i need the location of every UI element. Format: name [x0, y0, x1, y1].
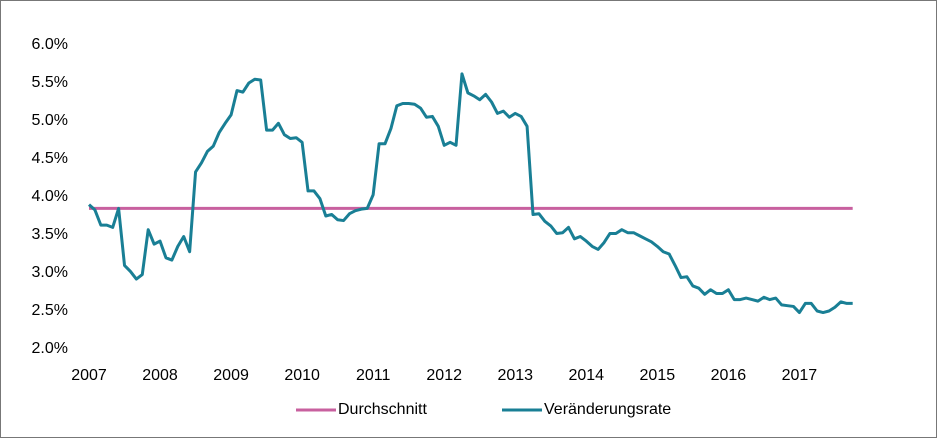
y-tick-label: 4.0%: [32, 188, 68, 205]
y-tick-label: 5.5%: [32, 74, 68, 91]
x-tick-label: 2014: [568, 367, 604, 384]
x-tick-label: 2007: [71, 367, 107, 384]
x-tick-label: 2017: [782, 367, 818, 384]
x-tick-label: 2015: [640, 367, 676, 384]
x-tick-label: 2013: [497, 367, 533, 384]
x-tick-label: 2011: [356, 367, 391, 384]
x-tick-label: 2009: [213, 367, 249, 384]
y-tick-label: 2.5%: [32, 302, 68, 319]
y-tick-label: 5.0%: [32, 112, 68, 129]
x-tick-label: 2008: [142, 367, 178, 384]
legend-label: Veränderungsrate: [544, 401, 671, 418]
y-tick-label: 3.0%: [32, 264, 68, 281]
series-line: [87, 72, 853, 315]
x-tick-label: 2016: [711, 367, 747, 384]
x-tick-label: 2010: [284, 367, 320, 384]
legend-label: Durchschnitt: [338, 401, 427, 418]
y-tick-label: 4.5%: [32, 150, 68, 167]
x-tick-label: 2012: [426, 367, 462, 384]
y-tick-label: 6.0%: [32, 36, 68, 53]
y-tick-label: 2.0%: [32, 340, 68, 357]
y-tick-label: 3.5%: [32, 226, 68, 243]
